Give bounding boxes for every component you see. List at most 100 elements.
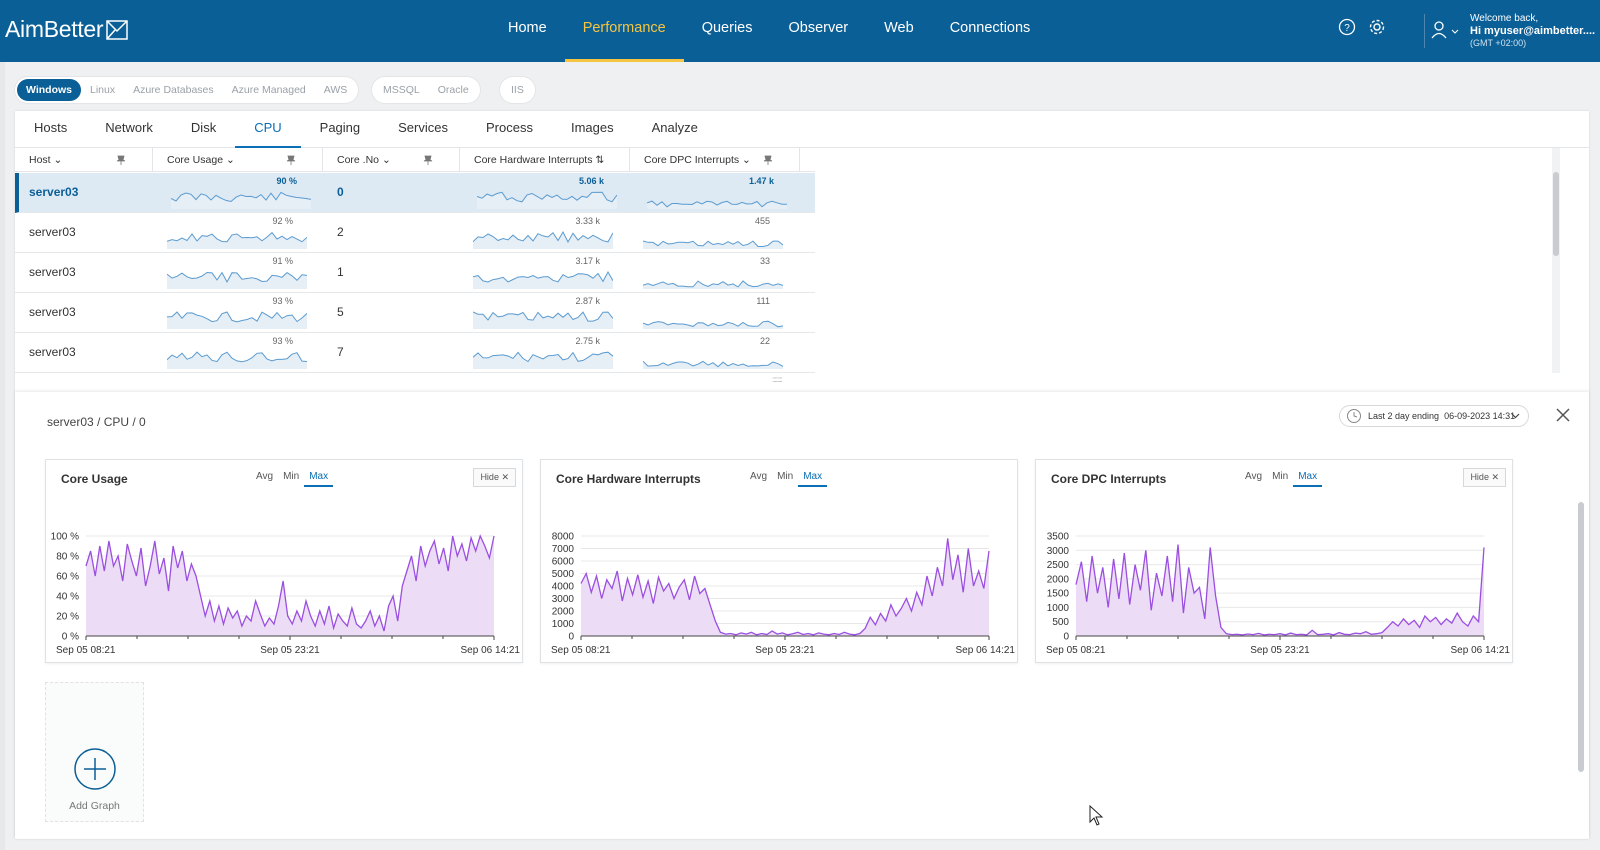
graph-tab-min[interactable]: Min [283,471,300,482]
left-sidebar-collapsed[interactable] [0,62,5,850]
y-tick-label: 500 [1052,617,1069,628]
hide-label: Hide [1470,472,1489,482]
table-row[interactable]: server03 92 % 2 3.33 k 455 [15,213,815,253]
col-host-header[interactable]: Host ⌄ [15,148,153,172]
col-dpc-interrupts-header[interactable]: Core DPC Interrupts ⌄ [630,148,800,172]
pin-icon[interactable] [423,155,433,165]
col-dpc-interrupts-label: Core DPC Interrupts [644,154,740,166]
graph-title: Core Usage [61,472,128,486]
sparkline [167,231,307,249]
pin-icon[interactable] [116,155,126,165]
chevron-down-icon: ⌄ [225,154,235,166]
x-tick-label: Sep 05 23:21 [1250,645,1310,656]
platform-pill-azure-managed[interactable]: Azure Managed [231,84,306,96]
sparkline [171,191,311,209]
panel-resize-handle[interactable]: :::::::: [772,375,783,384]
graph-tab-max[interactable]: Max [304,469,334,487]
welcome-block[interactable]: Welcome back, Hi myuser@aimbetter.... (G… [1470,13,1595,49]
graph-tab-min[interactable]: Min [1272,471,1289,482]
table-row[interactable]: server03 90 % 0 5.06 k 1.47 k [15,173,815,213]
nav-home[interactable]: Home [508,20,547,36]
graph-card-core-dpc-interrupts: Core DPC Interrupts Avg Min Max Hide ✕ 3500 30… [1035,459,1513,663]
col-core-no-header[interactable]: Core .No ⌄ [323,148,460,172]
y-tick-label: 8000 [552,532,575,543]
graph-tab-max[interactable]: Max [1293,469,1323,487]
cell-host: server03 [29,345,76,359]
close-icon: ✕ [1488,472,1499,482]
col-core-usage-header[interactable]: Core Usage ⌄ [153,148,323,172]
user-icon[interactable] [1430,20,1460,40]
chevron-down-icon: ⌄ [381,154,391,166]
platform-pill-mssql[interactable]: MSSQL [383,84,420,96]
pin-icon[interactable] [286,155,296,165]
nav-connections[interactable]: Connections [949,20,1031,36]
graph-tab-avg[interactable]: Avg [1245,471,1263,482]
platform-pill-windows[interactable]: Windows [17,79,81,101]
graph-tab-avg[interactable]: Avg [256,471,274,482]
series-line [1075,544,1485,636]
nav-web[interactable]: Web [884,20,914,36]
nav-performance[interactable]: Performance [564,0,684,62]
cell-dpc-interrupts-value: 22 [759,336,770,346]
table-row[interactable]: server03 91 % 1 3.17 k 33 [15,253,815,293]
hide-graph-button[interactable]: Hide ✕ [473,468,516,487]
tab-analyze[interactable]: Analyze [651,120,698,135]
graph-aggregate-tabs: Avg Min Max [251,469,334,487]
sparkline [643,320,783,329]
add-graph-button[interactable]: Add Graph [45,682,144,822]
x-tick-label: Sep 05 08:21 [1046,645,1106,656]
platform-pill-azure-databases[interactable]: Azure Databases [133,84,214,96]
tab-cpu[interactable]: CPU [235,111,301,148]
svg-text:?: ? [1344,23,1350,34]
table-row[interactable]: server03 93 % 7 2.75 k 22 [15,333,815,373]
graph-plot[interactable]: 3500 3000 2500 2000 1500 1000 500 0 Sep 05 08:21… [1036,520,1512,660]
y-tick-label: 0 % [62,632,79,643]
aimbetter-logo[interactable]: AimBetter [5,16,129,43]
tab-network[interactable]: Network [105,120,153,135]
cell-core-no: 5 [337,305,344,319]
tab-images[interactable]: Images [570,120,614,135]
hide-graph-button[interactable]: Hide ✕ [1463,468,1506,487]
date-range-picker[interactable]: Last 2 day ending 06-09-2023 14:31 [1339,405,1529,427]
grid-scrollbar-thumb[interactable] [1553,172,1559,256]
graph-tab-avg[interactable]: Avg [750,471,768,482]
cell-core-usage-value: 93 % [272,296,293,306]
nav-queries[interactable]: Queries [701,20,753,36]
close-icon[interactable] [1555,407,1571,423]
detail-scrollbar-thumb[interactable] [1578,502,1584,772]
pin-icon[interactable] [763,155,773,165]
cell-dpc-interrupts-value: 455 [754,216,770,226]
col-core-usage-label: Core Usage [167,154,224,166]
graph-plot[interactable]: 100 % 80 % 60 % 40 % 20 % 0 % Sep 05 08:21 Sep … [46,520,522,660]
col-hw-interrupts-header[interactable]: Core Hardware Interrupts ⇅ [460,148,630,172]
cell-core-usage-value: 92 % [272,216,293,226]
nav-observer[interactable]: Observer [788,20,849,36]
platform-pill-iis[interactable]: IIS [511,84,524,96]
cell-host: server03 [29,225,76,239]
tab-disk[interactable]: Disk [190,120,217,135]
logo-text: AimBetter [5,16,104,42]
sparkline [643,360,783,369]
platform-pill-aws[interactable]: AWS [323,84,348,96]
platform-pill-oracle[interactable]: Oracle [437,84,469,96]
timezone-label: (GMT +02:00) [1470,38,1527,48]
help-icon[interactable]: ? [1338,18,1356,36]
add-graph-label: Add Graph [69,800,120,812]
gear-icon[interactable] [1368,18,1386,36]
table-row[interactable]: server03 93 % 5 2.87 k 111 [15,293,815,333]
hide-label: Hide [480,472,499,482]
tab-hosts[interactable]: Hosts [34,120,68,135]
graph-tab-max[interactable]: Max [798,469,828,487]
cell-core-usage-value: 90 % [276,176,297,186]
tab-services[interactable]: Services [398,120,448,135]
y-tick-label: 20 % [56,612,79,623]
grid-scrollbar-track[interactable] [1552,148,1560,373]
series-line [85,534,495,632]
graph-tab-min[interactable]: Min [777,471,794,482]
tab-process[interactable]: Process [486,120,533,135]
tab-paging[interactable]: Paging [319,120,361,135]
welcome-text: Welcome back, [1470,13,1539,24]
platform-pill-linux[interactable]: Linux [89,84,116,96]
sparkline [477,191,617,209]
